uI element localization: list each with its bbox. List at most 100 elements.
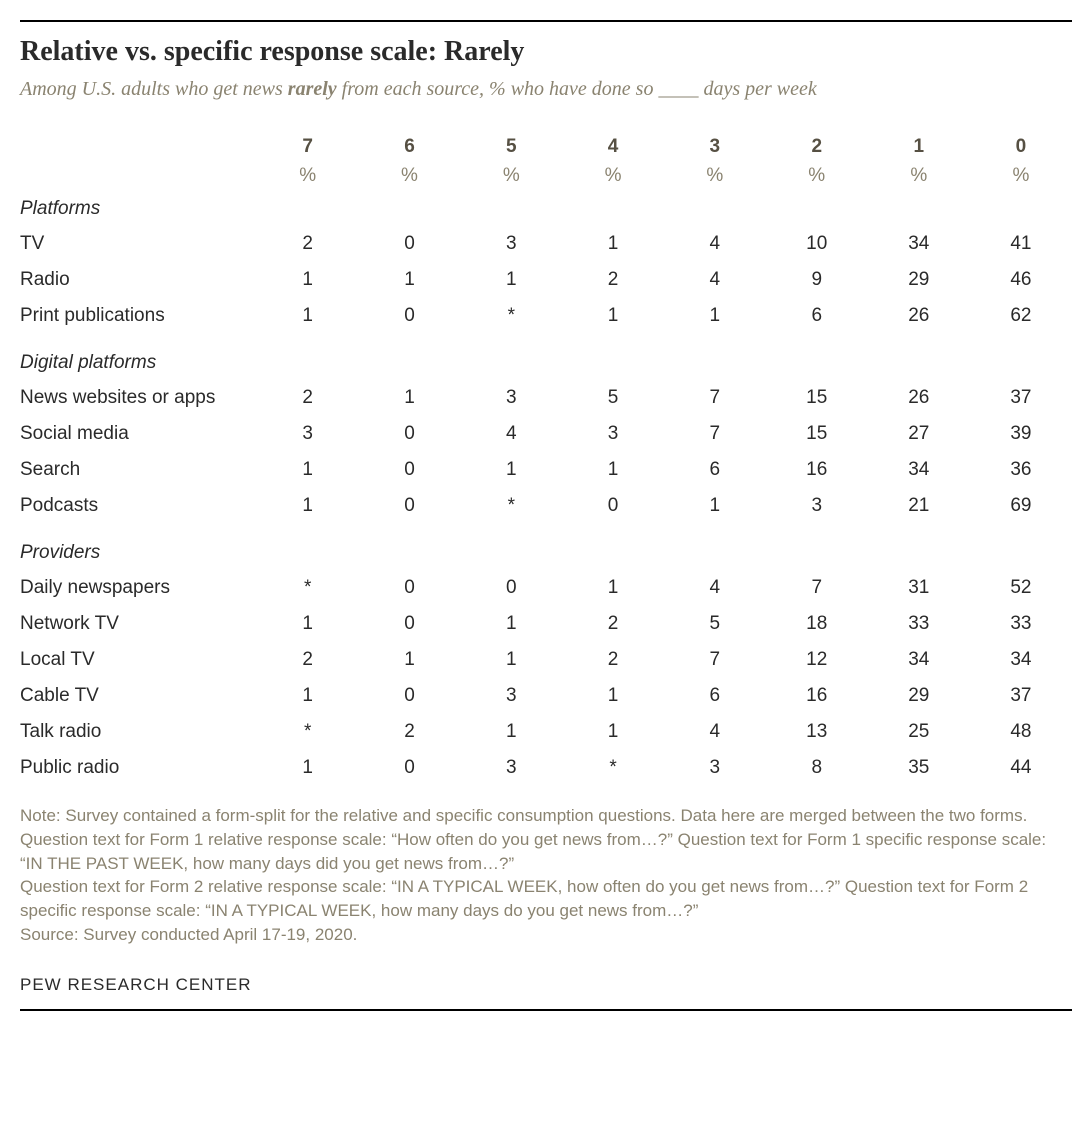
cell-value: 31 xyxy=(868,570,970,606)
cell-value: 44 xyxy=(970,750,1072,786)
cell-value: * xyxy=(257,570,359,606)
cell-value: 1 xyxy=(460,262,562,298)
cell-value: 18 xyxy=(766,606,868,642)
cell-value: 1 xyxy=(664,298,766,334)
section-label: Platforms xyxy=(20,194,1072,226)
note-line-2: Question text for Form 2 relative respon… xyxy=(20,875,1072,923)
cell-value: 3 xyxy=(562,416,664,452)
cell-value: 1 xyxy=(562,570,664,606)
cell-value: 35 xyxy=(868,750,970,786)
cell-value: 39 xyxy=(970,416,1072,452)
col-5: 5 xyxy=(460,129,562,165)
cell-value: 48 xyxy=(970,714,1072,750)
row-label: Public radio xyxy=(20,750,257,786)
header-spacer xyxy=(20,129,257,165)
cell-value: 16 xyxy=(766,678,868,714)
cell-value: 36 xyxy=(970,452,1072,488)
cell-value: 6 xyxy=(664,452,766,488)
pct-1: % xyxy=(868,165,970,194)
table-row: TV20314103441 xyxy=(20,226,1072,262)
col-3: 3 xyxy=(664,129,766,165)
cell-value: 0 xyxy=(359,452,461,488)
col-7: 7 xyxy=(257,129,359,165)
col-6: 6 xyxy=(359,129,461,165)
table-row: Network TV10125183333 xyxy=(20,606,1072,642)
table-row: Search10116163436 xyxy=(20,452,1072,488)
cell-value: 7 xyxy=(664,642,766,678)
cell-value: 69 xyxy=(970,488,1072,524)
cell-value: 2 xyxy=(562,262,664,298)
cell-value: 26 xyxy=(868,298,970,334)
col-4: 4 xyxy=(562,129,664,165)
cell-value: 7 xyxy=(766,570,868,606)
pct-3: % xyxy=(664,165,766,194)
cell-value: 4 xyxy=(664,226,766,262)
row-label: Daily newspapers xyxy=(20,570,257,606)
cell-value: 37 xyxy=(970,678,1072,714)
col-header-numbers: 7 6 5 4 3 2 1 0 xyxy=(20,129,1072,165)
cell-value: 41 xyxy=(970,226,1072,262)
col-2: 2 xyxy=(766,129,868,165)
cell-value: 0 xyxy=(562,488,664,524)
cell-value: 62 xyxy=(970,298,1072,334)
cell-value: 6 xyxy=(664,678,766,714)
cell-value: 13 xyxy=(766,714,868,750)
cell-value: 0 xyxy=(359,416,461,452)
row-label: Social media xyxy=(20,416,257,452)
table-row: Local TV21127123434 xyxy=(20,642,1072,678)
cell-value: 4 xyxy=(664,714,766,750)
section-header: Platforms xyxy=(20,194,1072,226)
cell-value: 1 xyxy=(359,262,461,298)
cell-value: 1 xyxy=(257,298,359,334)
cell-value: 10 xyxy=(766,226,868,262)
cell-value: * xyxy=(257,714,359,750)
cell-value: 1 xyxy=(257,606,359,642)
cell-value: 33 xyxy=(868,606,970,642)
cell-value: 15 xyxy=(766,416,868,452)
cell-value: 7 xyxy=(664,416,766,452)
pct-0: % xyxy=(970,165,1072,194)
table-row: News websites or apps21357152637 xyxy=(20,380,1072,416)
cell-value: 1 xyxy=(562,714,664,750)
cell-value: 26 xyxy=(868,380,970,416)
cell-value: 4 xyxy=(664,570,766,606)
cell-value: 1 xyxy=(257,678,359,714)
footer-attribution: PEW RESEARCH CENTER xyxy=(20,975,1072,995)
cell-value: 1 xyxy=(664,488,766,524)
cell-value: 1 xyxy=(257,262,359,298)
cell-value: 1 xyxy=(460,642,562,678)
cell-value: * xyxy=(460,488,562,524)
row-label: Local TV xyxy=(20,642,257,678)
table-row: Print publications10*1162662 xyxy=(20,298,1072,334)
report-table-container: Relative vs. specific response scale: Ra… xyxy=(20,20,1072,1011)
section-header: Digital platforms xyxy=(20,334,1072,380)
cell-value: 0 xyxy=(359,298,461,334)
table-row: Talk radio*2114132548 xyxy=(20,714,1072,750)
table-subtitle: Among U.S. adults who get news rarely fr… xyxy=(20,78,1072,101)
cell-value: 34 xyxy=(970,642,1072,678)
note-block: Note: Survey contained a form-split for … xyxy=(20,804,1072,947)
col-header-pct: % % % % % % % % xyxy=(20,165,1072,194)
cell-value: 1 xyxy=(562,226,664,262)
cell-value: 15 xyxy=(766,380,868,416)
row-label: Search xyxy=(20,452,257,488)
row-label: Radio xyxy=(20,262,257,298)
cell-value: 34 xyxy=(868,452,970,488)
col-0: 0 xyxy=(970,129,1072,165)
cell-value: 37 xyxy=(970,380,1072,416)
table-row: Social media30437152739 xyxy=(20,416,1072,452)
row-label: Talk radio xyxy=(20,714,257,750)
table-row: Public radio103*383544 xyxy=(20,750,1072,786)
cell-value: 21 xyxy=(868,488,970,524)
cell-value: * xyxy=(562,750,664,786)
section-header: Providers xyxy=(20,524,1072,570)
pct-5: % xyxy=(460,165,562,194)
cell-value: 4 xyxy=(664,262,766,298)
row-label: Cable TV xyxy=(20,678,257,714)
cell-value: 2 xyxy=(562,606,664,642)
header-spacer-2 xyxy=(20,165,257,194)
section-label: Providers xyxy=(20,524,1072,570)
cell-value: 29 xyxy=(868,262,970,298)
cell-value: 5 xyxy=(562,380,664,416)
cell-value: 0 xyxy=(359,750,461,786)
